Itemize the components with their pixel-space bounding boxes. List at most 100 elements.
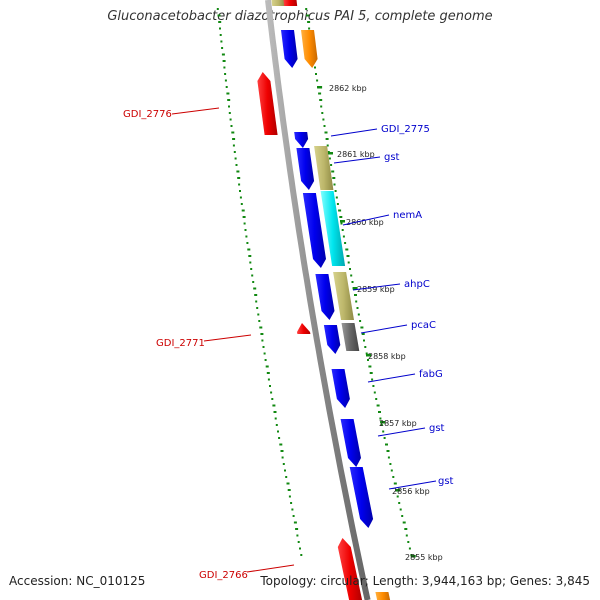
track-dot <box>386 450 390 452</box>
track-dot <box>350 274 353 277</box>
track-dot <box>361 333 365 335</box>
track-dot <box>254 294 258 296</box>
track-dot <box>306 14 310 17</box>
track-dot <box>393 482 397 485</box>
track-dot <box>248 255 252 257</box>
track-dot <box>217 14 221 17</box>
track-dot <box>277 430 279 433</box>
track-dot <box>401 515 404 517</box>
track-dot <box>336 203 339 205</box>
scale-label: 2855 kbp <box>405 553 443 562</box>
track-dot <box>221 53 225 56</box>
track-dot <box>326 144 329 147</box>
track-dot <box>322 118 325 121</box>
feature-red-gdi2776[interactable] <box>257 72 278 135</box>
track-dot <box>278 437 281 439</box>
feature-red-top[interactable] <box>283 0 298 6</box>
feature-red-gdi2771[interactable] <box>297 323 311 334</box>
gene-label-gst-1[interactable]: gst <box>384 152 400 163</box>
track-dot <box>220 40 223 43</box>
track-dot <box>319 99 323 101</box>
track-dot <box>275 424 278 426</box>
track-dot <box>383 437 386 439</box>
track-dot <box>364 346 367 348</box>
track-dot <box>371 378 374 381</box>
track-dot <box>291 508 294 511</box>
feature-blue-gdi2775[interactable] <box>294 132 309 148</box>
track-dot <box>249 261 252 264</box>
track-dot <box>243 222 246 225</box>
track-dot <box>241 209 245 212</box>
track-dot <box>236 170 240 173</box>
track-dot <box>323 125 326 127</box>
feature-blue-ahpc[interactable] <box>315 274 335 320</box>
gene-label-nema[interactable]: nemA <box>393 210 422 221</box>
feature-blue-gst1[interactable] <box>296 148 315 190</box>
scale-tick <box>410 555 416 558</box>
feature-gray-pcac[interactable] <box>341 323 360 351</box>
track-dot <box>341 229 344 231</box>
feature-blue-pcac[interactable] <box>323 325 341 354</box>
track-dot <box>224 79 227 82</box>
track-dot <box>325 138 329 140</box>
track-dot <box>229 118 232 121</box>
track-dot <box>314 66 316 69</box>
feature-blue-nema[interactable] <box>302 193 326 268</box>
track-dot <box>367 359 369 361</box>
feature-cyan-nema[interactable] <box>320 191 346 266</box>
track-dot <box>320 105 323 108</box>
feature-blue-fabg[interactable] <box>331 369 350 408</box>
track-dot <box>267 378 270 381</box>
feature-blue-gst3[interactable] <box>349 467 374 528</box>
feature-orange-1[interactable] <box>301 30 318 68</box>
track-dot <box>290 502 293 504</box>
track-dot <box>223 66 226 69</box>
track-dot <box>233 151 236 153</box>
forward-gene-labels: GDI_2775 gst nemA ahpC pcaC fabG gst gst <box>381 124 454 487</box>
track-dot <box>389 463 392 465</box>
kbp-scale: 2862 kbp 2861 kbp 2860 kbp 2859 kbp 2858… <box>317 84 443 562</box>
feature-blue-1[interactable] <box>281 30 298 68</box>
gene-label-gst-3[interactable]: gst <box>438 476 454 487</box>
gene-label-gdi-2775[interactable]: GDI_2775 <box>381 124 430 135</box>
track-dot <box>396 495 399 498</box>
track-dot <box>269 385 271 387</box>
gene-label-fabg[interactable]: fabG <box>419 369 443 380</box>
gene-label-ahpc[interactable]: ahpC <box>404 279 430 290</box>
track-dot <box>230 125 233 127</box>
track-dot <box>328 157 331 160</box>
feature-khaki-ahpc[interactable] <box>333 272 354 320</box>
track-dot <box>335 196 338 199</box>
track-dot <box>349 268 351 270</box>
track-dot <box>280 450 284 452</box>
feature-khaki-top[interactable] <box>271 0 286 6</box>
track-dot <box>285 476 288 478</box>
track-dot <box>365 352 368 355</box>
track-dot <box>296 534 299 537</box>
feature-red-gdi2766[interactable] <box>337 538 363 600</box>
gene-label-gst-2[interactable]: gst <box>429 423 445 434</box>
track-dot <box>226 92 230 95</box>
track-dot <box>274 417 277 420</box>
track-dot <box>339 216 343 218</box>
track-dot <box>239 196 242 199</box>
scale-tick <box>352 287 358 290</box>
gene-label-gdi-2771[interactable]: GDI_2771 <box>156 338 205 349</box>
feature-orange-bottom[interactable] <box>375 592 391 600</box>
track-dot <box>300 554 303 556</box>
track-dot <box>338 209 342 212</box>
gene-label-pcac[interactable]: pcaC <box>411 320 436 331</box>
track-dot <box>333 183 336 186</box>
track-dot <box>399 508 402 511</box>
track-dot <box>407 541 410 543</box>
feature-khaki-gst1[interactable] <box>314 146 334 190</box>
feature-blue-gst2[interactable] <box>340 419 361 467</box>
track-dot <box>297 541 300 543</box>
track-dot <box>238 183 241 186</box>
gene-label-gdi-2766[interactable]: GDI_2766 <box>199 570 248 581</box>
gene-label-gdi-2776[interactable]: GDI_2776 <box>123 109 172 120</box>
track-dot <box>345 248 349 251</box>
track-dot <box>219 34 222 36</box>
scale-tick <box>317 86 323 89</box>
